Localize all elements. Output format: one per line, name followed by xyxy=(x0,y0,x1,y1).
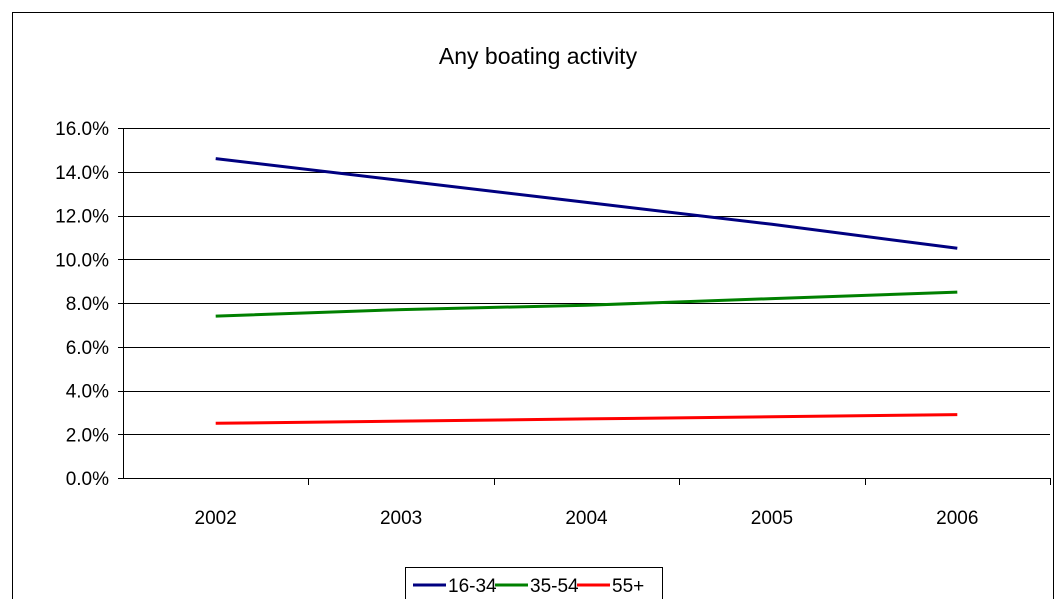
series-line-55+ xyxy=(215,413,958,425)
legend: 16-34 35-54 55+ xyxy=(405,567,663,599)
x-tick-label: 2005 xyxy=(751,508,793,529)
x-tick-label: 2003 xyxy=(380,508,422,529)
legend-label-16-34: 16-34 xyxy=(448,576,497,597)
y-tick-label: 16.0% xyxy=(55,119,109,140)
y-tick-label: 6.0% xyxy=(66,338,109,359)
axes xyxy=(118,128,1051,485)
legend-label-55+: 55+ xyxy=(612,576,644,597)
legend-box xyxy=(405,567,663,599)
x-tick-label: 2006 xyxy=(936,508,978,529)
x-tick-labels: 2002 2003 2004 2005 2006 xyxy=(195,508,979,529)
y-tick-label: 10.0% xyxy=(55,250,109,271)
grid-lines xyxy=(123,128,1050,435)
legend-label-35-54: 35-54 xyxy=(530,576,579,597)
x-tick-label: 2004 xyxy=(565,508,608,529)
x-tick-label: 2002 xyxy=(195,508,237,529)
y-tick-labels: 0.0% 2.0% 4.0% 6.0% 8.0% 10.0% 12.0% 14.0% 16.0% xyxy=(55,119,109,490)
y-tick-label: 12.0% xyxy=(55,207,109,228)
y-tick-label: 8.0% xyxy=(66,294,109,315)
series-line-35-54 xyxy=(215,290,958,318)
y-tick-label: 4.0% xyxy=(66,382,109,403)
y-tick-label: 0.0% xyxy=(66,469,109,490)
series-line-16-34 xyxy=(215,157,958,250)
series-lines xyxy=(215,157,958,425)
chart-title: Any boating activity xyxy=(439,43,638,69)
y-tick-label: 14.0% xyxy=(55,163,109,184)
y-tick-label: 2.0% xyxy=(66,425,109,446)
